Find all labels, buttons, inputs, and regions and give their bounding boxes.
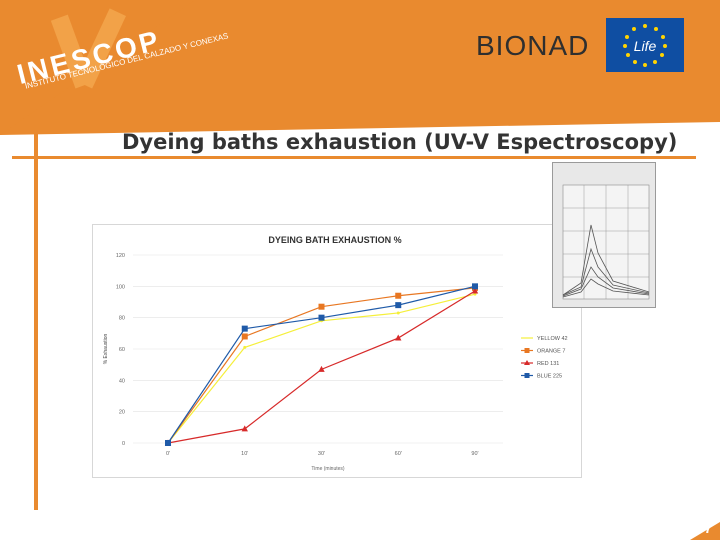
legend-marker [524, 360, 530, 365]
y-tick-label: 120 [116, 253, 125, 259]
life-logo: Life [606, 18, 684, 72]
x-axis-label: Time (minutes) [311, 466, 344, 472]
y-axis-label: % Exhaustion [103, 333, 109, 364]
exhaustion-chart: DYEING BATH EXHAUSTION % 0 20 40 60 80 100 120 0… [103, 235, 568, 472]
eu-stars-icon: Life [623, 24, 667, 67]
x-tick-label: 30' [318, 451, 325, 457]
data-point [395, 334, 402, 341]
data-point [241, 425, 248, 432]
legend-marker [524, 348, 530, 353]
y-tick-label: 60 [119, 347, 125, 353]
data-point [396, 311, 400, 315]
x-tick-label: 90' [471, 451, 478, 457]
data-point [241, 333, 248, 340]
chart-title: DYEING BATH EXHAUSTION % [268, 235, 401, 245]
header-banner [0, 0, 720, 135]
y-tick-label: 20 [119, 410, 125, 416]
life-logo-text: Life [634, 38, 657, 54]
x-tick-label: 60' [395, 451, 402, 457]
data-point [318, 365, 325, 372]
data-point [395, 292, 402, 299]
y-tick-label: 0 [122, 441, 125, 447]
data-point [318, 303, 325, 310]
y-tick-label: 40 [119, 378, 125, 384]
spectroscopy-thumbnail [552, 162, 656, 308]
x-tick-label: 0' [166, 451, 170, 457]
page-number: 7 [704, 520, 712, 536]
legend-label: YELLOW 42 [537, 336, 568, 342]
data-point [243, 345, 247, 349]
data-point [471, 287, 479, 294]
data-point [241, 325, 248, 332]
legend-marker [524, 373, 530, 378]
legend-label: BLUE 225 [537, 374, 562, 380]
legend-label: ORANGE 7 [537, 349, 565, 355]
chart-container: DYEING BATH EXHAUSTION % 0 20 40 60 80 100 120 0… [92, 224, 582, 478]
data-point [472, 283, 478, 290]
y-tick-label: 80 [119, 316, 125, 322]
x-tick-label: 10' [241, 451, 248, 457]
data-point [318, 314, 325, 321]
slide-title: Dyeing baths exhaustion (UV-V Espectrosc… [122, 130, 678, 154]
legend-label: RED 131 [537, 361, 559, 367]
accent-horizontal-line [12, 156, 696, 159]
data-point [165, 440, 171, 446]
data-point [395, 302, 402, 309]
y-tick-label: 100 [116, 284, 125, 290]
bionad-logo: BIONAD [476, 30, 590, 61]
accent-vertical-line [34, 134, 38, 510]
